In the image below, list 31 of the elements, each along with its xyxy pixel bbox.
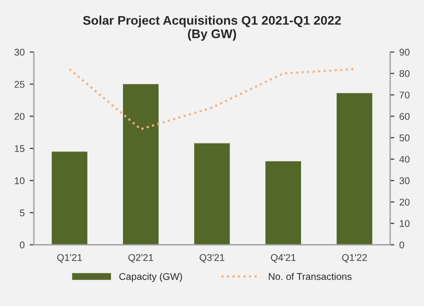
- y2-tick-label: 80: [400, 70, 410, 78]
- y-tick-label: 5: [20, 210, 24, 216]
- bar: [265, 161, 302, 245]
- y2-tick-label: 90: [400, 48, 410, 56]
- y2-tick-label: 60: [400, 113, 410, 120]
- x-tick-label: Q1'22: [342, 254, 367, 263]
- y-tick-label: 0: [20, 242, 25, 248]
- y-tick-label: 20: [14, 113, 25, 120]
- x-tick-label: Q1'21: [57, 254, 82, 263]
- x-tick-label: Q3'21: [200, 254, 224, 263]
- y2-tick-label: 30: [399, 177, 410, 184]
- bar: [336, 93, 372, 245]
- chart-title: Solar Project Acquisitions Q1 2021-Q1 2022 (By GW): [83, 16, 341, 41]
- x-tick-label: Q4'21: [270, 254, 296, 263]
- y-tick-label: 10: [14, 177, 25, 184]
- legend-label: No. of Transactions: [268, 272, 352, 280]
- y2-tick-label: 40: [399, 156, 410, 163]
- y2-tick-label: 10: [400, 220, 410, 227]
- y-tick-label: 30: [14, 48, 25, 56]
- y-tick-label: 25: [14, 80, 24, 88]
- legend-label: Capacity (GW): [119, 272, 182, 282]
- y2-tick-label: 50: [399, 134, 410, 142]
- bar: [52, 152, 88, 245]
- y2-tick-label: 70: [400, 92, 410, 98]
- line-series: [68, 68, 356, 130]
- bar: [194, 143, 230, 245]
- bar: [122, 84, 159, 245]
- y2-tick-label: 0: [399, 242, 404, 248]
- y2-tick-label: 20: [400, 198, 410, 206]
- y-tick-label: 15: [14, 145, 24, 152]
- x-tick-label: Q2'21: [128, 254, 154, 263]
